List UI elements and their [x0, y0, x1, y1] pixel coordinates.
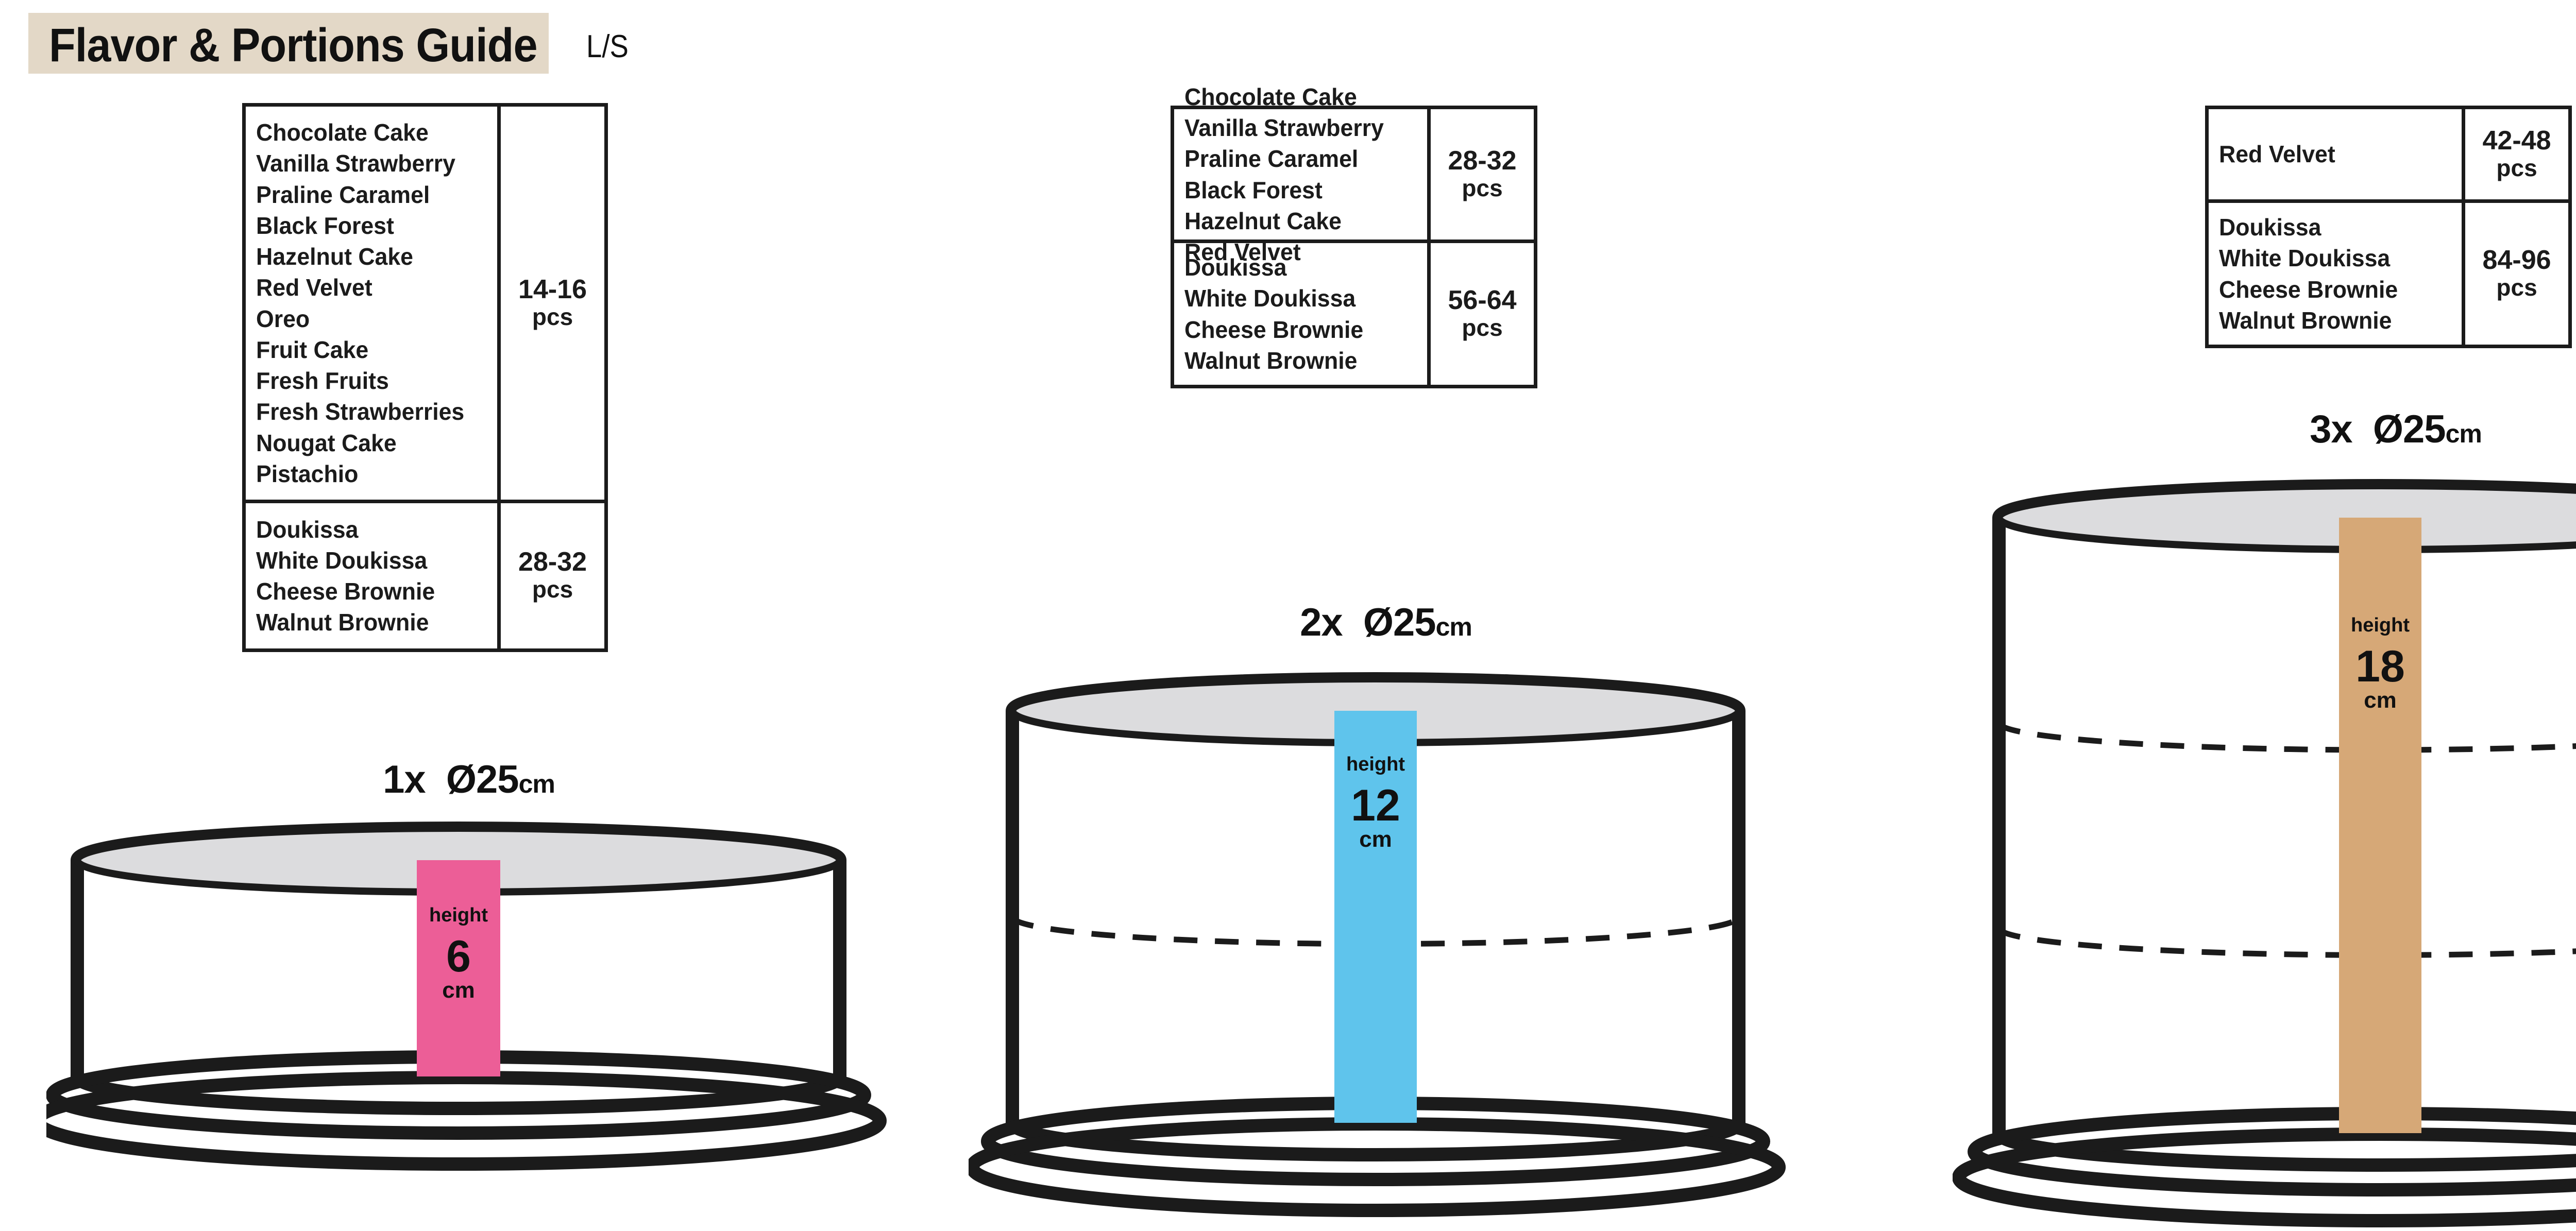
cake-size-caption: 3x Ø25cm: [1953, 407, 2576, 452]
flavor-name: Cheese Brownie: [1184, 316, 1364, 343]
flavor-name: Red Velvet: [256, 274, 372, 301]
flavor-name: Doukissa: [1184, 254, 1287, 281]
cake-diagram-1: 1x Ø25cm height 6 cm: [46, 757, 891, 1174]
flavor-name: Praline Caramel: [1184, 145, 1359, 173]
flavor-name: Walnut Brownie: [256, 609, 429, 636]
cake-height-label: height: [1346, 754, 1405, 775]
flavor-name: Praline Caramel: [256, 181, 430, 208]
flavor-name: Vanilla Strawberry: [256, 150, 455, 177]
portion-count-cell: 84-96 pcs: [2462, 203, 2568, 345]
page-title: Flavor & Portions Guide: [49, 19, 538, 72]
portion-count-unit: pcs: [2496, 273, 2537, 301]
cake-diagram-3: 3x Ø25cm height 18 cm: [1953, 407, 2576, 1231]
cake-diagram-2: 2x Ø25cm height 12 cm: [969, 600, 1803, 1221]
flavor-name: Fresh Fruits: [256, 367, 389, 394]
cake-size-caption: 2x Ø25cm: [969, 600, 1803, 645]
flavor-name: Pistachio: [256, 460, 359, 487]
flavor-name: Black Forest: [256, 212, 394, 239]
flavor-name: Nougat Cake: [256, 429, 397, 456]
flavor-name-cell: Red Velvet: [2209, 109, 2462, 199]
portion-count-cell: 28-32 pcs: [1427, 109, 1534, 240]
portion-count-value: 28-32: [518, 547, 587, 577]
cake-top-surface: [1995, 482, 2576, 553]
flavor-name: Walnut Brownie: [2219, 306, 2392, 334]
cake-height-label: height: [2351, 614, 2410, 636]
cake-height-unit: cm: [442, 978, 475, 1003]
cake-tier-count: 2x: [1300, 601, 1343, 644]
cake-diameter-unit: cm: [518, 770, 555, 798]
portion-count-unit: pcs: [2496, 154, 2537, 181]
flavor-name: Chocolate Cake: [256, 119, 429, 146]
flavor-name: Red Velvet: [2219, 141, 2335, 168]
flavor-name: Fruit Cake: [256, 336, 369, 363]
flavor-name: Walnut Brownie: [1184, 347, 1358, 374]
portions-table-2: Chocolate Cake Vanilla Strawberry Praline …: [1171, 83, 1537, 388]
flavor-name-cell: Doukissa White Doukissa Cheese Brownie Waln…: [2209, 203, 2462, 345]
portion-count-cell: 14-16 pcs: [497, 107, 604, 500]
cake-tier-count: 1x: [383, 758, 426, 801]
portions-table-3: Red Velvet 42-48 pcs Doukissa White Doukissa…: [2205, 106, 2572, 348]
flavor-name: Vanilla Strawberry: [1184, 114, 1384, 141]
portion-count-value: 28-32: [1448, 145, 1517, 176]
cake-cylinder: [1992, 479, 2576, 1172]
cake-body-illustration: [1953, 479, 2576, 1227]
cake-height-band: height 6 cm: [417, 860, 500, 1076]
cake-height-value: 12: [1351, 781, 1400, 830]
cake-height-unit: cm: [1359, 827, 1392, 852]
flavor-name-cell: Chocolate Cake Vanilla Strawberry Praline …: [246, 107, 497, 500]
flavor-name: Hazelnut Cake: [1184, 207, 1342, 234]
flavor-name: Cheese Brownie: [2219, 276, 2398, 303]
portion-count-unit: pcs: [532, 576, 573, 603]
flavor-name-cell: Chocolate Cake Vanilla Strawberry Praline …: [1174, 83, 1427, 265]
cake-height-band: height 18 cm: [2339, 518, 2421, 1133]
cake-height-value: 6: [446, 932, 471, 981]
cake-height-band: height 12 cm: [1334, 711, 1417, 1123]
flavor-name: Red Velvet: [1184, 238, 1301, 265]
flavor-name: Fresh Strawberries: [256, 398, 465, 425]
table-row: Doukissa White Doukissa Cheese Brownie Waln…: [246, 500, 604, 648]
flavor-name: White Doukissa: [256, 546, 428, 574]
portion-count-value: 14-16: [518, 274, 587, 304]
portions-table-1: Chocolate Cake Vanilla Strawberry Praline …: [242, 103, 608, 652]
cake-size-caption: 1x Ø25cm: [46, 757, 891, 802]
cake-height-value: 18: [2355, 642, 2405, 691]
portion-count-unit: pcs: [1462, 174, 1503, 201]
flavor-name-cell: Doukissa White Doukissa Cheese Brownie Waln…: [1174, 243, 1427, 385]
table-row: Doukissa White Doukissa Cheese Brownie Waln…: [2209, 199, 2568, 345]
flavor-name-cell: Doukissa White Doukissa Cheese Brownie Waln…: [246, 503, 497, 648]
portion-count-cell: 28-32 pcs: [497, 503, 604, 648]
cake-layer-divider: [1009, 916, 1742, 947]
portion-count-cell: 56-64 pcs: [1427, 243, 1534, 385]
cake-diameter-unit: cm: [1435, 612, 1472, 641]
portion-count-value: 42-48: [2482, 125, 2551, 156]
portion-count-unit: pcs: [532, 303, 573, 330]
table-row: Chocolate Cake Vanilla Strawberry Praline …: [246, 107, 604, 500]
table-row: Doukissa White Doukissa Cheese Brownie Waln…: [1174, 240, 1534, 385]
flavor-portions-guide-page: Flavor & Portions Guide L/S Chocolate Ca…: [28, 13, 2576, 1227]
cake-diameter: Ø25: [1363, 601, 1436, 644]
flavor-name: Black Forest: [1184, 176, 1323, 203]
header-size-code: L/S: [586, 29, 629, 64]
cake-height-unit: cm: [2364, 688, 2397, 713]
flavor-name: Doukissa: [256, 516, 359, 543]
cake-diameter: Ø25: [2372, 407, 2446, 451]
flavor-name: Doukissa: [2219, 214, 2321, 241]
portion-count-value: 56-64: [1448, 285, 1517, 315]
flavor-name: White Doukissa: [1184, 285, 1356, 312]
flavor-name: Chocolate Cake: [1184, 83, 1357, 110]
cake-tier-count: 3x: [2310, 407, 2353, 451]
flavor-name: Oreo: [256, 305, 310, 332]
table-row: Red Velvet 42-48 pcs: [2209, 109, 2568, 199]
table-row: Chocolate Cake Vanilla Strawberry Praline …: [1174, 83, 1534, 265]
portion-count-cell: 42-48 pcs: [2462, 109, 2568, 199]
portion-count-value: 84-96: [2482, 245, 2551, 275]
portion-count-unit: pcs: [1462, 314, 1503, 341]
cake-diameter: Ø25: [446, 758, 519, 801]
header-band: [28, 13, 549, 74]
cake-diameter-unit: cm: [2445, 419, 2482, 448]
flavor-name: Cheese Brownie: [256, 578, 435, 605]
cake-height-label: height: [429, 904, 488, 926]
flavor-name: White Doukissa: [2219, 245, 2391, 272]
flavor-name: Hazelnut Cake: [256, 243, 414, 270]
